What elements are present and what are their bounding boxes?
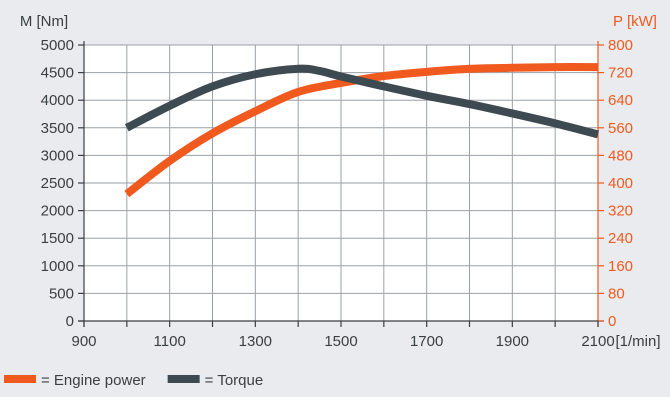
- y-left-tick-label: 3500: [41, 120, 74, 137]
- grid: [83, 44, 599, 322]
- y-right-tick-label: 720: [608, 65, 633, 82]
- y-left-tick-label: 5000: [41, 37, 74, 54]
- y-left-tick-label: 4000: [41, 92, 74, 109]
- y-left-tick-label: 0: [66, 313, 74, 330]
- y-right-tick-label: 80: [608, 285, 625, 302]
- legend-label-torque: = Torque: [205, 372, 264, 389]
- series-lines: [124, 63, 599, 198]
- x-tick-label: 900: [71, 333, 96, 350]
- y-left-tick-label: 2500: [41, 175, 74, 192]
- axes: 0500100015002000250030003500400045005000…: [20, 13, 661, 350]
- y-left-tick-label: 1500: [41, 230, 74, 247]
- legend-swatch-torque: [167, 375, 200, 383]
- y-right-tick-label: 800: [608, 37, 633, 54]
- x-tick-label: 1100: [154, 333, 186, 350]
- y-right-tick-label: 160: [608, 258, 633, 275]
- y-left-tick-label: 3000: [41, 147, 74, 164]
- y-left-tick-label: 1000: [41, 258, 74, 275]
- x-tick-label: 1500: [324, 333, 357, 350]
- series-line-torque: [125, 64, 599, 139]
- y-right-tick-label: 400: [608, 175, 633, 192]
- y-right-axis-title: P [kW]: [613, 13, 657, 30]
- y-right-tick-label: 480: [608, 147, 633, 164]
- legend: = Engine power = Torque: [4, 372, 263, 389]
- y-left-tick-label: 4500: [41, 65, 74, 82]
- y-right-tick-label: 560: [608, 120, 633, 137]
- x-tick-label: 2100: [581, 333, 614, 350]
- y-right-tick-label: 640: [608, 92, 633, 109]
- y-left-axis-title: M [Nm]: [20, 13, 68, 30]
- y-right-tick-label: 0: [608, 313, 616, 330]
- legend-label-engine-power: = Engine power: [41, 372, 146, 389]
- x-tick-label: 1300: [239, 333, 272, 350]
- y-right-tick-label: 320: [608, 203, 633, 220]
- y-left-tick-label: 2000: [41, 203, 74, 220]
- x-tick-label: 1700: [410, 333, 443, 350]
- y-left-tick-label: 500: [49, 285, 74, 302]
- x-tick-label: 1900: [496, 333, 529, 350]
- x-axis-title: [1/min]: [615, 333, 660, 350]
- y-right-tick-label: 240: [608, 230, 633, 247]
- legend-swatch-engine-power: [4, 375, 36, 383]
